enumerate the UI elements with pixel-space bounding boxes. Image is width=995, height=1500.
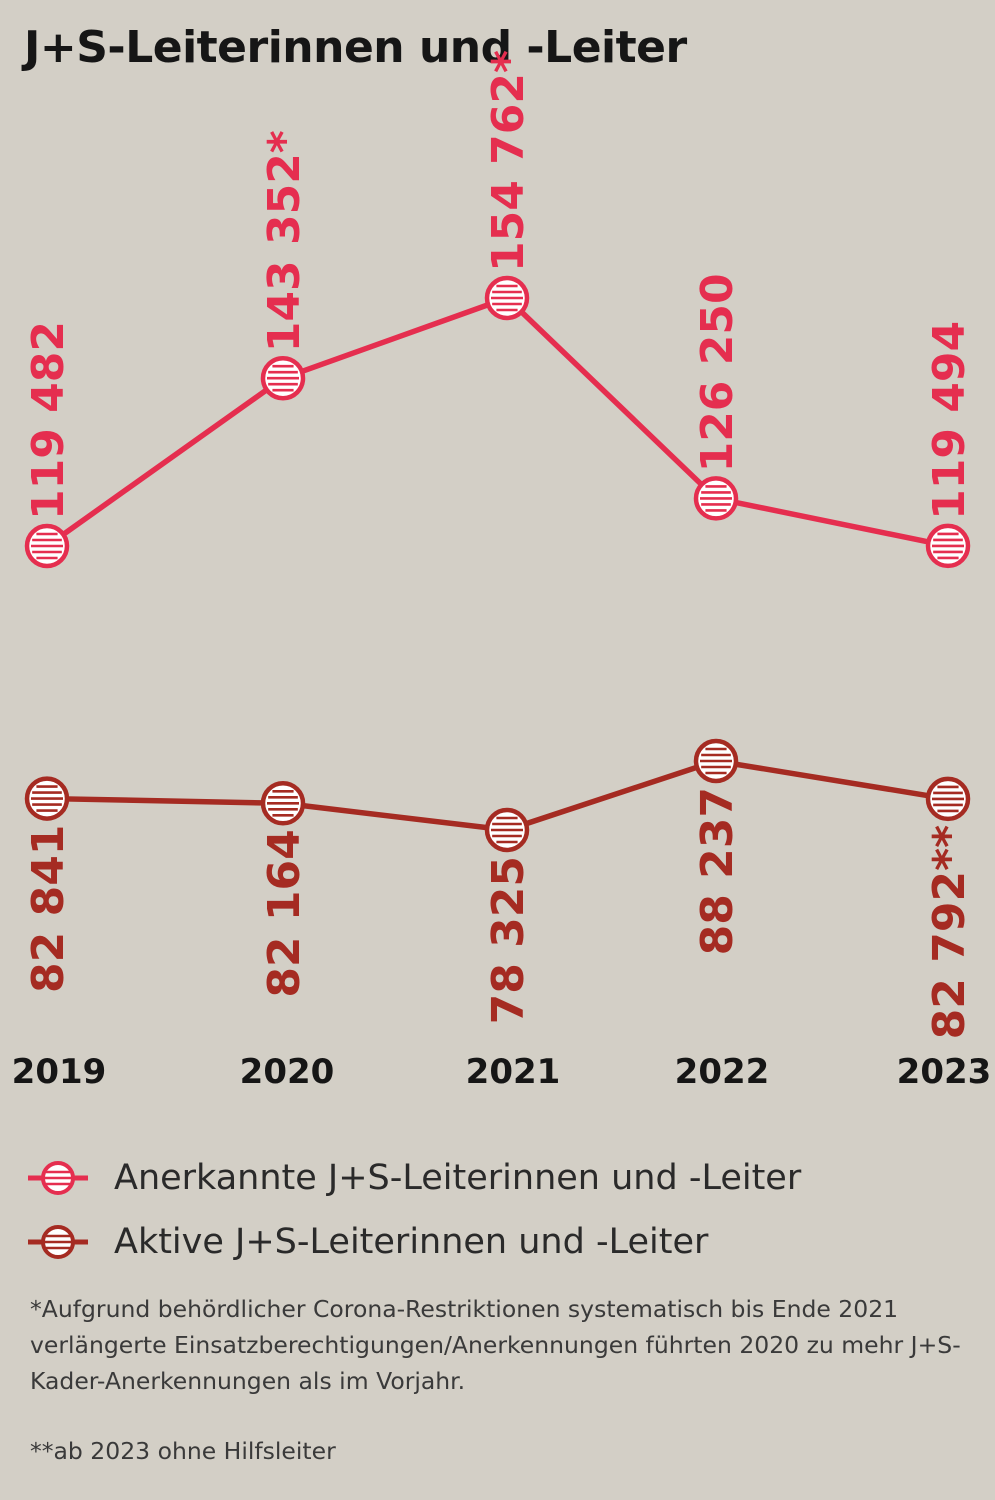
x-tick-label-2023: 2023: [897, 1052, 992, 1092]
data-point-anerkannte-2019: [24, 523, 70, 569]
x-tick-label-2022: 2022: [675, 1052, 770, 1092]
data-point-aktive-2019: [24, 776, 70, 821]
value-label-aktive-2020: 82 164: [259, 829, 310, 997]
data-point-anerkannte-2023: [925, 523, 971, 569]
legend-item-aktive: Aktive J+S-Leiterinnen und -Leiter: [26, 1210, 801, 1274]
line-chart: 119 482 143 352* 154 762* 126 250 119 494 82 …: [12, 50, 992, 1092]
chart-title: J+S-Leiterinnen und -Leiter: [24, 22, 687, 73]
data-point-aktive-2021: [484, 807, 530, 853]
x-tick-label-2021: 2021: [466, 1052, 561, 1092]
x-tick-label-2019: 2019: [12, 1052, 107, 1092]
data-point-aktive-2023: [925, 776, 971, 822]
legend-marker-aktive: [28, 1225, 88, 1259]
value-label-aktive-2021: 78 325: [483, 856, 534, 1024]
value-label-anerkannte-2020: 143 352*: [259, 130, 310, 352]
data-point-anerkannte-2020: [260, 355, 306, 401]
data-point-anerkannte-2021: [484, 275, 530, 321]
value-label-aktive-2023: 82 792**: [924, 825, 975, 1039]
data-point-aktive-2020: [260, 781, 306, 826]
legend-label-aktive: Aktive J+S-Leiterinnen und -Leiter: [114, 1222, 709, 1262]
value-label-aktive-2019: 82 841: [23, 825, 74, 993]
legend-label-anerkannte: Anerkannte J+S-Leiterinnen und -Leiter: [114, 1158, 802, 1198]
legend: Anerkannte J+S-Leiterinnen und -Leiter A…: [26, 1146, 801, 1274]
legend-item-anerkannte: Anerkannte J+S-Leiterinnen und -Leiter: [26, 1146, 801, 1210]
value-label-anerkannte-2019: 119 482: [23, 321, 74, 520]
value-label-aktive-2022: 88 237: [692, 787, 743, 955]
footnote-corona: *Aufgrund behördlicher Corona-Restriktio…: [30, 1295, 961, 1395]
series-line-anerkannte: [44, 295, 951, 549]
value-label-anerkannte-2021: 154 762*: [483, 50, 534, 272]
data-point-anerkannte-2022: [693, 476, 739, 521]
legend-marker-anerkannte: [28, 1161, 88, 1195]
value-label-anerkannte-2023: 119 494: [924, 321, 975, 520]
data-point-aktive-2022: [693, 738, 739, 784]
footnote-hilfsleiter: **ab 2023 ohne Hilfsleiter: [30, 1437, 336, 1465]
value-label-anerkannte-2022: 126 250: [692, 273, 743, 472]
x-tick-label-2020: 2020: [240, 1052, 335, 1092]
